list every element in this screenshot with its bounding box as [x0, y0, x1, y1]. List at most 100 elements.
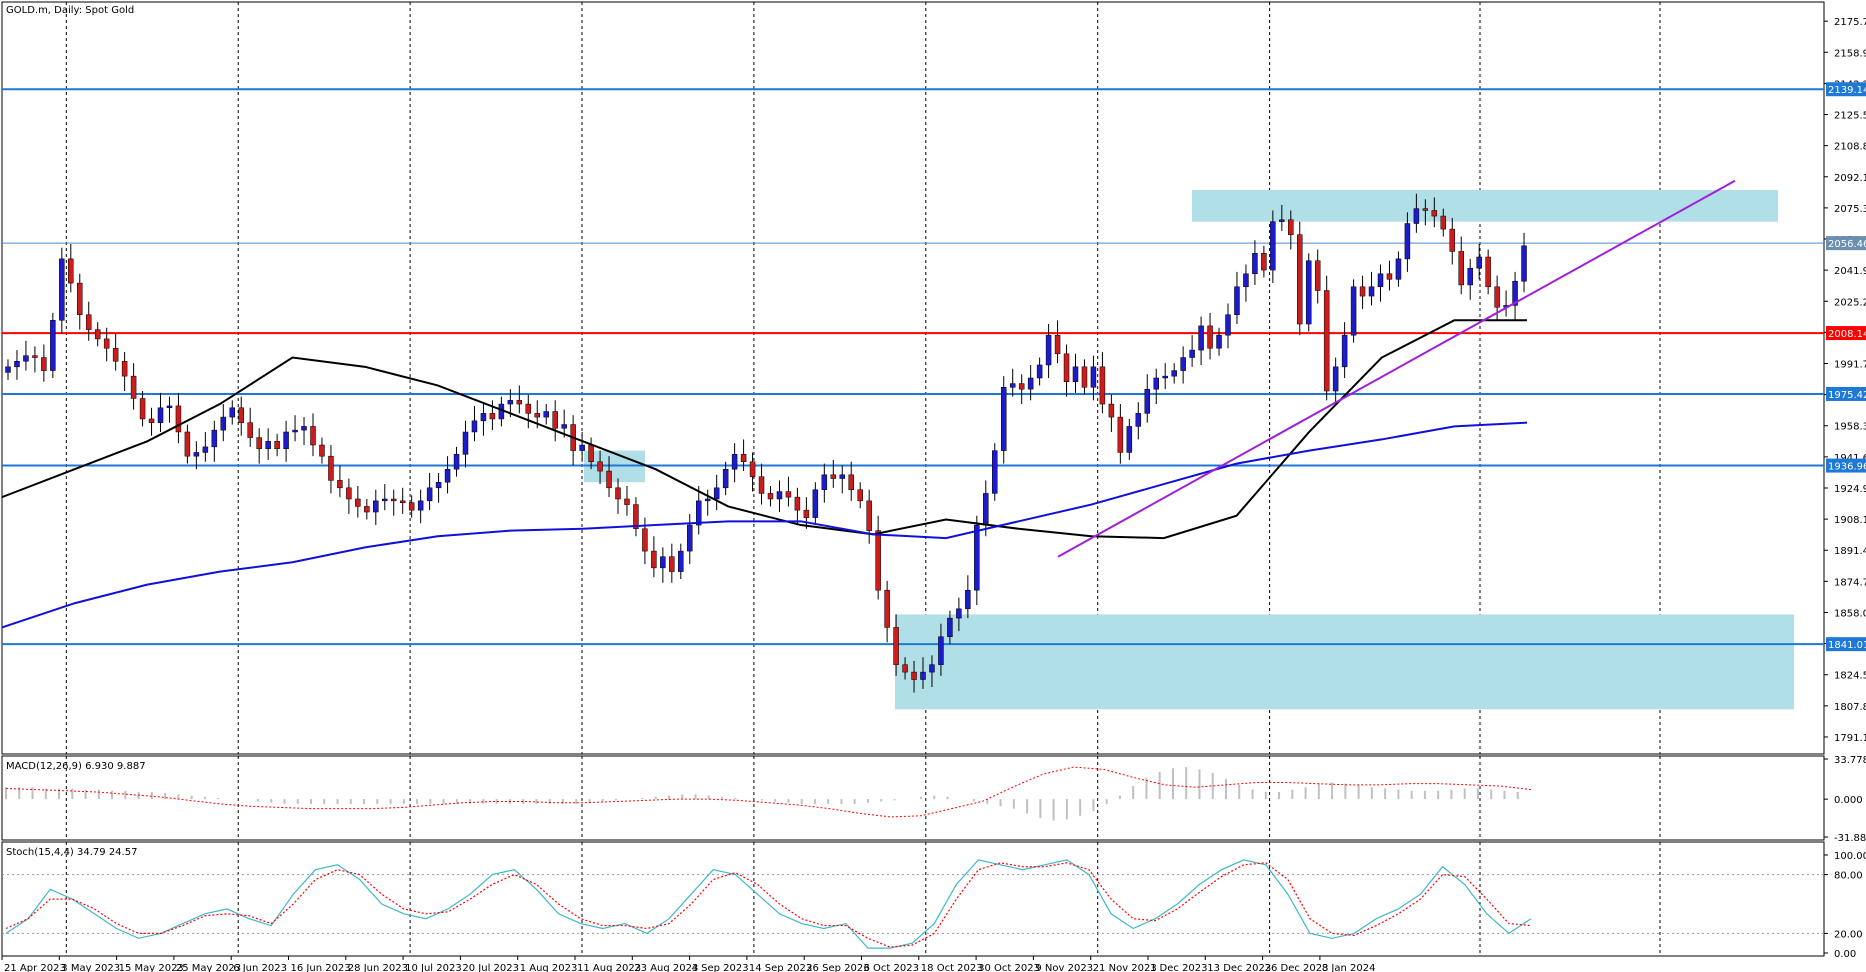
candle-body [184, 431, 191, 457]
level-tag-label: 2139.14 [1828, 85, 1866, 96]
candle-body [157, 407, 164, 423]
price-label: 1991.79 [1834, 359, 1866, 370]
candle-body [1072, 366, 1079, 382]
candle-body [1117, 416, 1124, 453]
candle-body [462, 431, 469, 455]
candle-body [202, 446, 209, 453]
candle-body [1476, 256, 1482, 269]
time-label: 11 Aug 2023 [577, 963, 641, 972]
candle-body [471, 420, 478, 433]
candle-body [77, 282, 83, 315]
candle-body [1368, 286, 1375, 297]
candle-body [974, 524, 980, 591]
candle-body [1485, 256, 1491, 288]
candle-body [139, 398, 146, 420]
trendline [1057, 179, 1736, 558]
time-label: 16 Jun 2023 [291, 963, 351, 972]
candle-body [453, 454, 460, 470]
candle-body [373, 500, 379, 513]
candle-body [1305, 260, 1312, 325]
time-label: 9 Nov 2023 [1035, 963, 1093, 972]
candle-body [812, 489, 819, 518]
candle-body [1180, 357, 1186, 371]
candle-body [579, 444, 585, 451]
time-label: 25 May 2023 [176, 963, 241, 972]
stoch-grid [2, 842, 1824, 956]
stoch-axis-label: 80.00 [1834, 871, 1863, 882]
candle-body [1494, 286, 1500, 308]
level-tag [1826, 236, 1866, 251]
candle-body [1090, 366, 1097, 388]
price-panel[interactable]: GOLD.m, Daily: Spot Gold [1, 1, 1825, 755]
price-label: 2075.39 [1834, 204, 1866, 215]
chart-title: GOLD.m, Daily: Spot Gold [6, 5, 134, 16]
price-label: 1791.15 [1834, 733, 1866, 744]
candle-body [1395, 258, 1402, 280]
price-label: 1874.75 [1834, 577, 1866, 588]
candle-body [1225, 314, 1231, 336]
candle-body [1189, 349, 1195, 358]
candle-body [444, 468, 451, 483]
candle-body [920, 671, 926, 680]
candle-body [1018, 383, 1025, 390]
candle-body [1297, 234, 1303, 325]
candle-body [1036, 364, 1043, 379]
candle-body [929, 664, 935, 673]
candle-body [704, 498, 711, 502]
price-label: 2125.55 [1834, 111, 1866, 122]
candle-body [1431, 210, 1438, 217]
candle-body [355, 498, 361, 507]
stoch-main-line [5, 859, 1532, 949]
price-label: 2108.83 [1834, 142, 1866, 153]
candle-body [606, 470, 612, 489]
macd-label: MACD(12,26,9) 6.930 9.887 [6, 761, 146, 772]
candle-body [1261, 253, 1267, 271]
candle-body [713, 487, 720, 500]
candle-body [1063, 353, 1070, 382]
candle-body [695, 500, 702, 526]
level-tag-label: 2056.46 [1828, 239, 1866, 250]
candle-body [480, 413, 487, 422]
stoch-panel[interactable]: Stoch(15,4,4) 34.79 24.57 [1, 841, 1825, 957]
time-label: 13 Dec 2023 [1207, 963, 1271, 972]
candle-body [660, 556, 666, 569]
candle-body [776, 491, 783, 500]
candle-body [426, 487, 433, 502]
candle-body [821, 474, 828, 490]
macd-panel[interactable]: MACD(12,26,9) 6.930 9.887 [1, 755, 1825, 841]
candle-body [68, 258, 74, 284]
stoch-axis-label: 0.00 [1834, 949, 1856, 960]
candle-body [238, 407, 244, 423]
candle-body [390, 498, 397, 502]
candle-body [1153, 377, 1159, 390]
candle-body [848, 474, 854, 490]
macd-axis-label: -31.881 [1834, 833, 1866, 844]
candle-body [23, 355, 29, 362]
stoch-signal-line [5, 862, 1532, 948]
candle-body [193, 452, 200, 457]
candle-body [1270, 221, 1276, 271]
candle-body [552, 411, 558, 429]
candle-body [866, 500, 872, 531]
candle-body [14, 360, 20, 368]
candle-body [749, 461, 756, 477]
candle-body [525, 403, 532, 414]
candle-body [382, 498, 388, 502]
time-label: 8 Jan 2024 [1322, 963, 1376, 972]
time-label: 21 Apr 2023 [4, 963, 66, 972]
stoch-label: Stoch(15,4,4) 34.79 24.57 [6, 847, 137, 858]
candle-body [364, 506, 370, 513]
candle-body [1099, 366, 1106, 405]
candle-body [148, 418, 155, 423]
stoch-axis-label: 100.00 [1834, 851, 1866, 862]
candle-body [1126, 426, 1133, 453]
time-label: 26 Dec 2023 [1265, 963, 1329, 972]
time-label: 21 Nov 2023 [1093, 963, 1157, 972]
candle-body [543, 411, 549, 418]
candle-body [301, 426, 307, 431]
candle-body [1467, 267, 1473, 286]
candle-body [534, 413, 541, 418]
price-label: 2041.95 [1834, 266, 1866, 277]
